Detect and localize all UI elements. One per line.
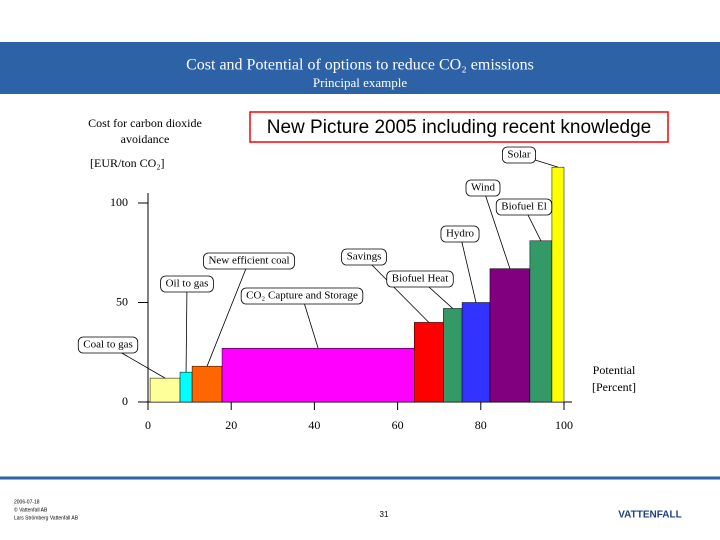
- bar: [489, 268, 531, 403]
- annotation: New efficient coal: [208, 255, 289, 267]
- annotation-box: [203, 252, 295, 270]
- leader-line: [459, 233, 477, 303]
- bar: [551, 166, 565, 403]
- x-label: Potential: [593, 363, 636, 377]
- annotation-box: [341, 248, 387, 266]
- leader-line: [301, 295, 319, 349]
- bar: [179, 371, 193, 403]
- annotation-box: [386, 270, 454, 288]
- x-tick-label: 100: [555, 418, 573, 432]
- footer-copyright: © Vattenfall AB: [14, 506, 48, 513]
- annotation-box: [501, 146, 537, 164]
- bar: [443, 308, 463, 403]
- annotation: Coal to gas: [83, 339, 133, 351]
- title-box: [249, 111, 669, 143]
- page-number: 31: [380, 510, 389, 519]
- annotation-box: [77, 336, 139, 354]
- annotation-box: [465, 179, 501, 197]
- annotation: Biofuel Heat: [392, 273, 449, 285]
- leader-line: [363, 256, 430, 323]
- y-label: Cost for carbon dioxide: [88, 116, 202, 130]
- leader-line: [482, 187, 511, 269]
- leader-line: [206, 260, 250, 367]
- bar: [149, 377, 181, 403]
- y-label: avoidance: [121, 132, 170, 146]
- footer-date: 2006-07-18: [14, 499, 40, 505]
- annotation: Oil to gas: [166, 278, 209, 290]
- y-label: [EUR/ton CO₂]: [90, 156, 165, 170]
- x-tick-label: 20: [225, 418, 237, 432]
- slide-subtitle: Principal example: [313, 75, 407, 90]
- bar: [529, 240, 553, 403]
- y-tick-label: 0: [122, 394, 128, 408]
- annotation-box: [440, 225, 480, 243]
- annotation: Biofuel El: [501, 201, 547, 213]
- leader-line: [185, 283, 188, 373]
- chart-title: New Picture 2005 including recent knowle…: [267, 117, 651, 138]
- annotation-box: [240, 287, 364, 305]
- x-tick-label: 0: [145, 418, 151, 432]
- annotation-box: [495, 198, 553, 216]
- bar: [221, 348, 415, 403]
- bar: [461, 302, 491, 403]
- x-tick-label: 40: [308, 418, 320, 432]
- bar: [413, 322, 444, 403]
- annotation-box: [160, 275, 214, 293]
- bar: [191, 365, 223, 403]
- annotation: Hydro: [446, 228, 475, 240]
- annotation: Savings: [347, 251, 382, 263]
- logo: VATTENFALL: [618, 510, 682, 521]
- header-band: [0, 42, 720, 94]
- x-tick-label: 60: [392, 418, 404, 432]
- x-tick-label: 80: [475, 418, 487, 432]
- annotation: Solar: [507, 149, 531, 161]
- slide-title: Cost and Potential of options to reduce …: [186, 57, 534, 74]
- y-tick-label: 100: [110, 195, 128, 209]
- x-label: [Percent]: [592, 380, 636, 394]
- annotation: CO₂ Capture and Storage: [246, 290, 358, 302]
- y-tick-label: 50: [116, 294, 128, 308]
- annotation: Wind: [471, 182, 495, 194]
- footer-author: Lars Strömberg Vattenfall AB: [14, 515, 79, 521]
